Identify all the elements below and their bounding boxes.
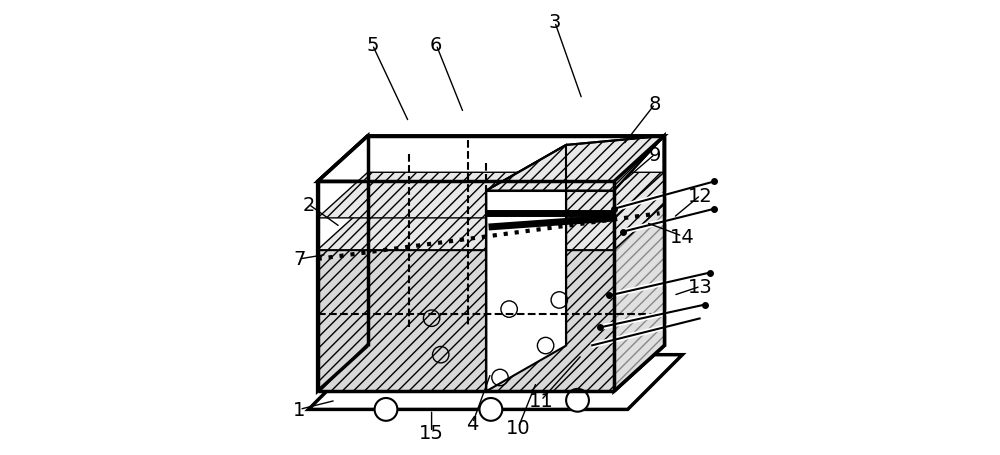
Text: 14: 14 [670,227,695,246]
Text: 4: 4 [466,414,479,433]
Text: 10: 10 [506,418,531,437]
Polygon shape [486,136,664,191]
Polygon shape [318,173,664,218]
Text: 8: 8 [649,95,661,114]
Circle shape [479,398,502,421]
Text: 3: 3 [549,13,561,32]
Polygon shape [614,173,664,250]
Text: 5: 5 [366,36,379,55]
Text: 13: 13 [688,277,713,296]
Text: 12: 12 [688,186,713,205]
Text: 15: 15 [419,423,444,442]
Polygon shape [614,205,664,391]
Text: 11: 11 [529,391,553,410]
Polygon shape [614,136,664,391]
Text: 6: 6 [430,36,442,55]
Polygon shape [308,355,682,410]
Polygon shape [318,136,664,182]
Text: 7: 7 [293,250,306,269]
Text: 1: 1 [293,400,306,419]
Polygon shape [318,205,368,391]
Polygon shape [318,136,368,391]
Text: 2: 2 [302,195,315,214]
Polygon shape [318,205,664,250]
Circle shape [566,389,589,412]
Polygon shape [318,250,614,391]
Polygon shape [318,250,614,391]
Circle shape [375,398,397,421]
Polygon shape [486,146,566,391]
Text: 9: 9 [649,145,661,164]
